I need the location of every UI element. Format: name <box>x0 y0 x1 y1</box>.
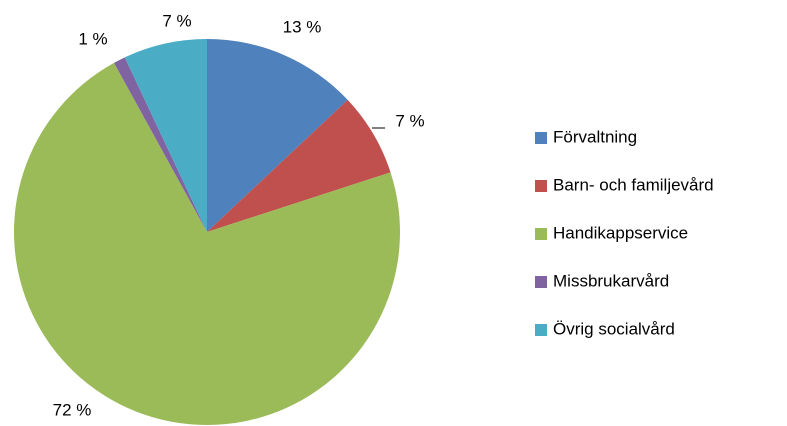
data-label: 72 % <box>53 400 92 419</box>
data-label: 7 % <box>162 11 191 30</box>
legend-label: Missbrukarvård <box>553 271 669 290</box>
legend-swatch <box>535 132 547 144</box>
legend-label: Övrig socialvård <box>553 319 675 338</box>
pie-slice <box>13 62 400 426</box>
legend-label: Barn- och familjevård <box>553 175 714 194</box>
pie-slice <box>124 39 207 232</box>
legend-swatch <box>535 228 547 240</box>
legend-swatch <box>535 324 547 336</box>
pie-slice <box>207 39 348 232</box>
data-label: 7 % <box>395 111 424 130</box>
legend-label: Handikappservice <box>553 223 688 242</box>
pie-slice <box>207 99 391 232</box>
pie-slice <box>114 57 207 232</box>
legend-swatch <box>535 180 547 192</box>
legend-label: Förvaltning <box>553 127 637 146</box>
data-label: 13 % <box>283 17 322 36</box>
data-label: 1 % <box>78 29 107 48</box>
legend-swatch <box>535 276 547 288</box>
